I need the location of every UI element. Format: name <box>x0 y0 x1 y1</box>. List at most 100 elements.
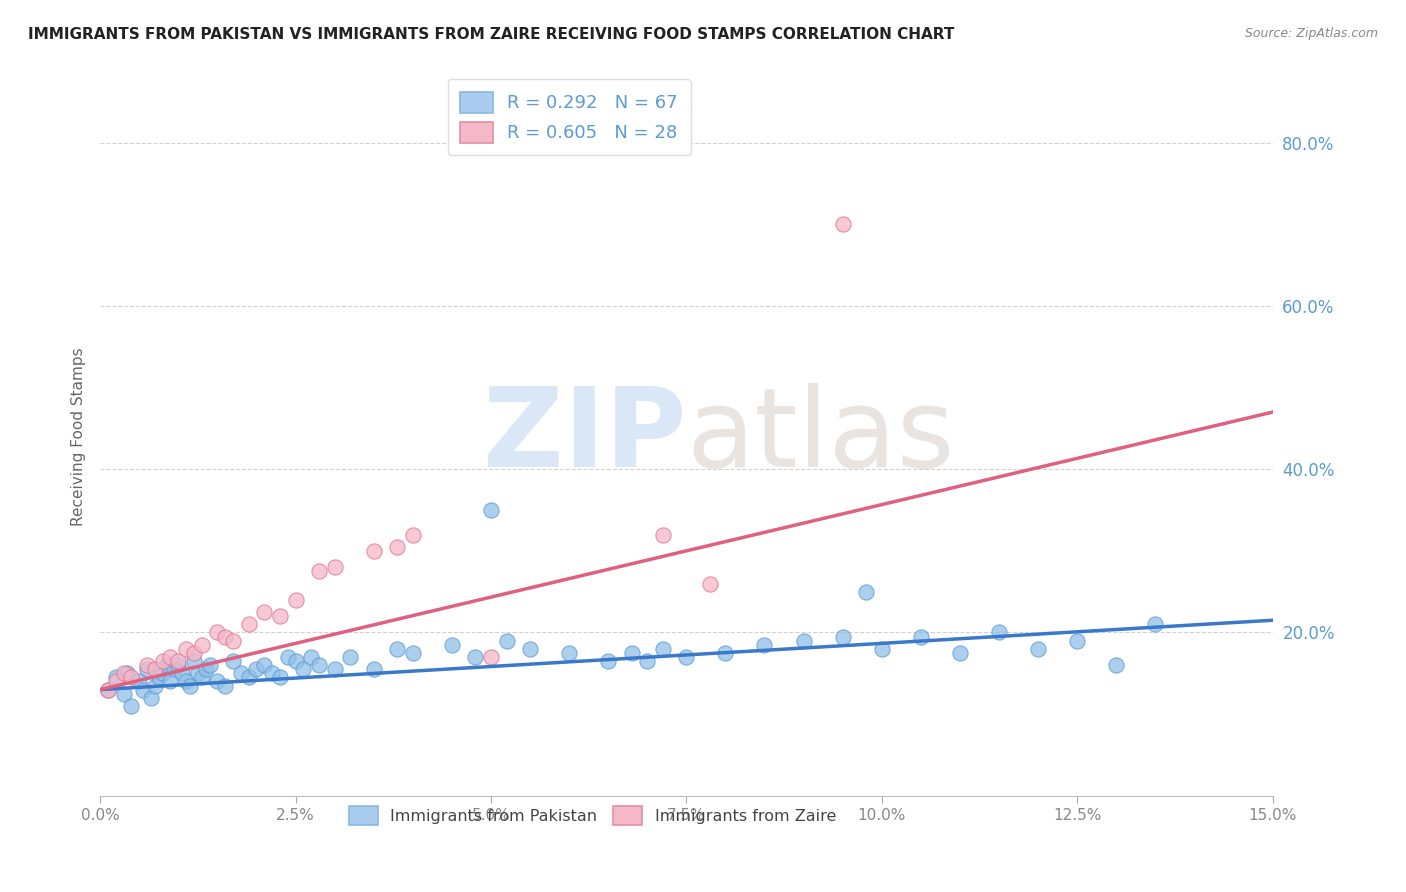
Point <box>179 679 201 693</box>
Text: ZIP: ZIP <box>482 383 686 490</box>
Point <box>651 641 673 656</box>
Point <box>277 650 299 665</box>
Point <box>152 654 174 668</box>
Point <box>222 654 245 668</box>
Point <box>120 698 142 713</box>
Point <box>132 682 155 697</box>
Point <box>172 666 194 681</box>
Point <box>238 617 260 632</box>
Point <box>269 670 291 684</box>
Point <box>675 650 697 665</box>
Point <box>148 670 170 684</box>
Point <box>128 674 150 689</box>
Legend: Immigrants from Pakistan, Immigrants from Zaire: Immigrants from Pakistan, Immigrants fro… <box>339 797 846 834</box>
Point <box>699 576 721 591</box>
Point <box>104 674 127 689</box>
Point <box>253 605 276 619</box>
Point <box>519 641 541 656</box>
Point <box>1105 658 1128 673</box>
Point <box>363 662 385 676</box>
Point <box>284 654 307 668</box>
Point <box>598 654 620 668</box>
Point <box>464 650 486 665</box>
Point <box>194 662 217 676</box>
Point <box>190 638 212 652</box>
Point <box>120 670 142 684</box>
Point <box>214 679 236 693</box>
Point <box>363 544 385 558</box>
Point <box>183 646 205 660</box>
Point <box>104 670 127 684</box>
Point <box>159 650 181 665</box>
Point <box>207 625 229 640</box>
Point <box>714 646 737 660</box>
Point <box>253 658 276 673</box>
Point <box>139 690 162 705</box>
Point <box>949 646 972 660</box>
Point <box>308 564 330 578</box>
Point <box>299 650 322 665</box>
Point <box>143 662 166 676</box>
Text: atlas: atlas <box>686 383 955 490</box>
Point <box>440 638 463 652</box>
Point <box>159 674 181 689</box>
Point <box>385 540 408 554</box>
Point <box>636 654 658 668</box>
Point <box>855 584 877 599</box>
Point <box>238 670 260 684</box>
Point <box>620 646 643 660</box>
Text: IMMIGRANTS FROM PAKISTAN VS IMMIGRANTS FROM ZAIRE RECEIVING FOOD STAMPS CORRELAT: IMMIGRANTS FROM PAKISTAN VS IMMIGRANTS F… <box>28 27 955 42</box>
Point <box>222 633 245 648</box>
Point <box>831 218 853 232</box>
Point <box>385 641 408 656</box>
Point <box>174 641 197 656</box>
Point <box>870 641 893 656</box>
Point <box>163 662 186 676</box>
Point <box>793 633 815 648</box>
Point <box>214 630 236 644</box>
Point <box>910 630 932 644</box>
Point <box>152 666 174 681</box>
Point <box>183 654 205 668</box>
Point <box>112 666 135 681</box>
Point <box>308 658 330 673</box>
Point <box>167 654 190 668</box>
Point <box>245 662 267 676</box>
Point <box>155 658 177 673</box>
Point <box>207 674 229 689</box>
Point <box>229 666 252 681</box>
Point <box>97 682 120 697</box>
Point <box>831 630 853 644</box>
Point <box>402 646 425 660</box>
Point <box>323 662 346 676</box>
Point <box>143 679 166 693</box>
Point <box>136 658 159 673</box>
Point <box>174 674 197 689</box>
Point <box>198 658 221 673</box>
Point <box>1066 633 1088 648</box>
Point <box>284 592 307 607</box>
Point <box>292 662 315 676</box>
Point <box>190 670 212 684</box>
Text: Source: ZipAtlas.com: Source: ZipAtlas.com <box>1244 27 1378 40</box>
Point <box>112 687 135 701</box>
Point <box>97 682 120 697</box>
Y-axis label: Receiving Food Stamps: Receiving Food Stamps <box>72 347 86 526</box>
Point <box>754 638 776 652</box>
Point <box>339 650 361 665</box>
Point <box>402 527 425 541</box>
Point <box>558 646 581 660</box>
Point <box>323 560 346 574</box>
Point <box>1026 641 1049 656</box>
Point <box>479 650 502 665</box>
Point <box>495 633 517 648</box>
Point <box>262 666 284 681</box>
Point <box>988 625 1011 640</box>
Point <box>651 527 673 541</box>
Point <box>167 658 190 673</box>
Point <box>479 503 502 517</box>
Point <box>269 609 291 624</box>
Point <box>1144 617 1167 632</box>
Point <box>117 666 139 681</box>
Point <box>136 662 159 676</box>
